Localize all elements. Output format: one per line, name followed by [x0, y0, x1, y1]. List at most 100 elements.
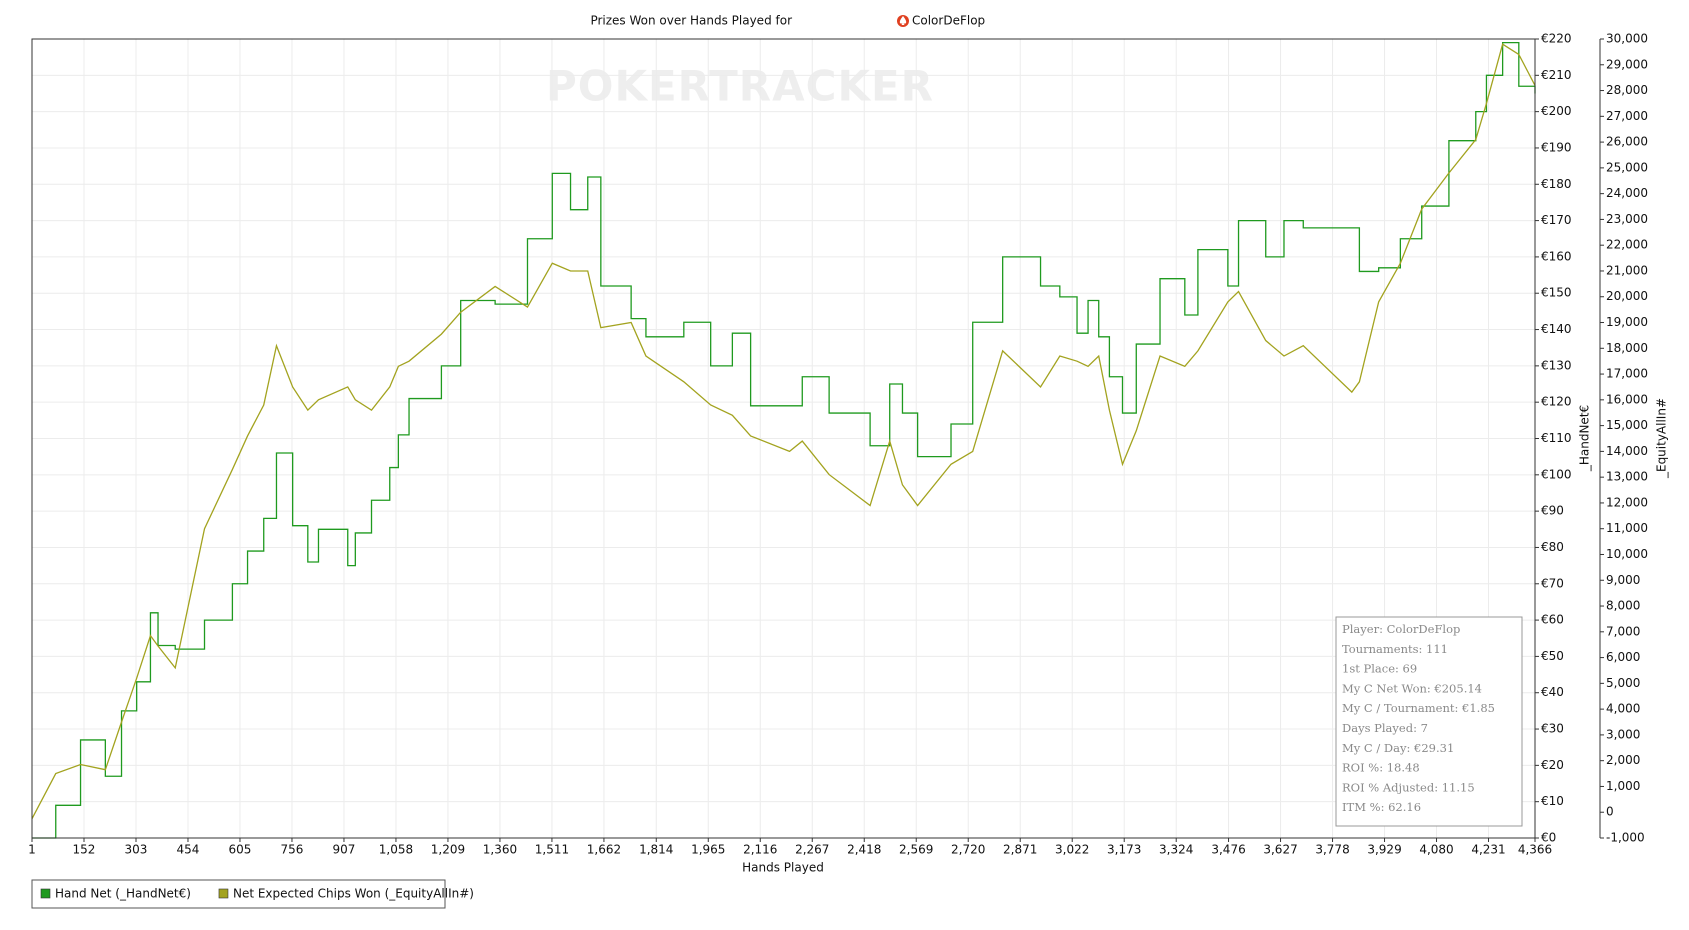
y2-tick-label: 29,000: [1606, 57, 1648, 71]
x-tick-label: 3,627: [1263, 843, 1297, 857]
y2-tick-label: 6,000: [1606, 650, 1640, 664]
y2-tick-label: 18,000: [1606, 341, 1648, 355]
x-axis-title: Hands Played: [742, 861, 824, 875]
y-tick-label: €60: [1541, 613, 1564, 627]
y2-axis-title: _EquityAllIn#: [1655, 398, 1669, 479]
y2-tick-label: 20,000: [1606, 289, 1648, 303]
plot: [31, 41, 1536, 839]
chart-title: Prizes Won over Hands Played for: [590, 14, 792, 28]
y2-tick-label: 22,000: [1606, 238, 1648, 252]
x-tick-label: 907: [333, 843, 356, 857]
y2-tick-label: 14,000: [1606, 444, 1648, 458]
y2-tick-label: 23,000: [1606, 212, 1648, 226]
series-line: [32, 41, 1536, 839]
y2-tick-label: 9,000: [1606, 573, 1640, 587]
y2-tick-label: 19,000: [1606, 315, 1648, 329]
stat-line: ROI % Adjusted: 11.15: [1342, 780, 1475, 794]
y-tick-label: €0: [1541, 831, 1556, 845]
legend-swatch: [218, 888, 229, 899]
stat-line: 1st Place: 69: [1342, 662, 1417, 676]
y-axis-title: _HandNet€: [1578, 405, 1592, 472]
x-tick-label: 2,720: [951, 843, 985, 857]
x-tick-label: 2,116: [743, 843, 777, 857]
y-tick-label: €140: [1541, 322, 1572, 336]
series-line: [31, 43, 1536, 819]
x-tick-label: 303: [125, 843, 148, 857]
stat-line: Tournaments: 111: [1342, 642, 1448, 656]
stat-line: My C / Tournament: €1.85: [1342, 701, 1495, 715]
y-tick-label: €150: [1541, 286, 1572, 300]
chart-title-player: ColorDeFlop: [912, 14, 985, 28]
stat-line: ROI %: 18.48: [1342, 761, 1420, 775]
y2-tick-label: 1,000: [1606, 779, 1640, 793]
x-tick-label: 4,231: [1471, 843, 1505, 857]
x-tick-label: 3,778: [1315, 843, 1349, 857]
y2-tick-label: 25,000: [1606, 160, 1648, 174]
legend-box: [31, 879, 446, 909]
x-tick-label: 1,058: [379, 843, 413, 857]
x-tick-label: 4,366: [1518, 843, 1552, 857]
x-tick-label: 1,209: [431, 843, 465, 857]
y2-tick-label: 28,000: [1606, 83, 1648, 97]
y-tick-label: €220: [1541, 32, 1572, 46]
x-tick-label: 1,511: [535, 843, 569, 857]
y-tick-label: €160: [1541, 249, 1572, 263]
y2-tick-label: 13,000: [1606, 470, 1648, 484]
legend: Hand Net (_HandNet€) Net Expected Chips W…: [40, 887, 474, 901]
y-tick-label: €100: [1541, 467, 1572, 481]
x-tick-label: 152: [73, 843, 96, 857]
y2-tick-label: 2,000: [1606, 753, 1640, 767]
spade-icon: [897, 15, 909, 27]
y-tick-label: €40: [1541, 685, 1564, 699]
stat-line: My C Net Won: €205.14: [1342, 681, 1482, 695]
x-tick-label: 605: [229, 843, 252, 857]
x-tick-label: 2,569: [899, 843, 933, 857]
x-tick-label: 3,324: [1159, 843, 1193, 857]
x-tick-label: 3,476: [1211, 843, 1245, 857]
y2-tick-label: 4,000: [1606, 702, 1640, 716]
y2-tick-label: 15,000: [1606, 418, 1648, 432]
y-tick-label: €30: [1541, 722, 1564, 736]
y2-tick-label: 8,000: [1606, 599, 1640, 613]
y2-tick-label: 10,000: [1606, 547, 1648, 561]
y2-tick-label: 5,000: [1606, 676, 1640, 690]
y-tick-label: €80: [1541, 540, 1564, 554]
y2-tick-label: 7,000: [1606, 624, 1640, 638]
y2-tick-label: -1,000: [1606, 831, 1645, 845]
x-tick-label: 756: [281, 843, 304, 857]
y-tick-label: €170: [1541, 213, 1572, 227]
stat-line: ITM %: 62.16: [1342, 800, 1421, 814]
y2-tick-label: 17,000: [1606, 367, 1648, 381]
y-tick-label: €10: [1541, 794, 1564, 808]
y2-tick-label: 16,000: [1606, 392, 1648, 406]
y2-tick-label: 0: [1606, 805, 1614, 819]
y2-tick-label: 24,000: [1606, 186, 1648, 200]
x-tick-label: 1,965: [691, 843, 725, 857]
y-tick-label: €130: [1541, 358, 1572, 372]
stat-line: Player: ColorDeFlop: [1342, 622, 1460, 636]
y-tick-label: €190: [1541, 140, 1572, 154]
y-tick-label: €50: [1541, 649, 1564, 663]
x-tick-label: 3,929: [1367, 843, 1401, 857]
stat-line: Days Played: 7: [1342, 721, 1428, 735]
y-tick-label: €110: [1541, 431, 1572, 445]
y2-tick-label: 26,000: [1606, 135, 1648, 149]
stat-line: My C / Day: €29.31: [1342, 741, 1454, 755]
legend-label: Hand Net (_HandNet€): [55, 887, 191, 901]
y-tick-label: €210: [1541, 68, 1572, 82]
y2-tick-label: 27,000: [1606, 109, 1648, 123]
x-tick-label: 4,080: [1419, 843, 1453, 857]
x-tick-label: 2,871: [1003, 843, 1037, 857]
stats-box: [1335, 616, 1523, 827]
x-tick-label: 2,418: [847, 843, 881, 857]
y-tick-label: €120: [1541, 395, 1572, 409]
x-tick-label: 1: [28, 843, 36, 857]
y-tick-label: €70: [1541, 576, 1564, 590]
legend-label: Net Expected Chips Won (_EquityAllIn#): [233, 887, 474, 901]
stats: Player: ColorDeFlop Tournaments: 111 1st P…: [1342, 622, 1495, 814]
y-tick-label: €200: [1541, 104, 1572, 118]
y2-tick-label: 12,000: [1606, 495, 1648, 509]
x-tick-label: 3,022: [1055, 843, 1089, 857]
y2-tick-label: 11,000: [1606, 521, 1648, 535]
watermark: POKERTRACKER: [546, 62, 934, 111]
